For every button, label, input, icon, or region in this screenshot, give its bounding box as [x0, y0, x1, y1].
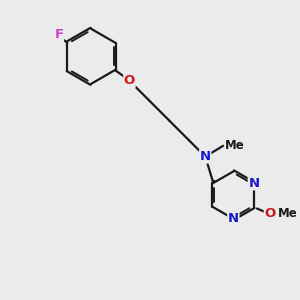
Text: Me: Me — [225, 139, 245, 152]
Text: O: O — [124, 74, 135, 87]
Text: N: N — [228, 212, 239, 225]
Text: N: N — [200, 150, 211, 163]
Text: N: N — [248, 177, 260, 190]
Text: F: F — [54, 28, 63, 41]
Text: O: O — [264, 207, 276, 220]
Text: Me: Me — [278, 207, 298, 220]
